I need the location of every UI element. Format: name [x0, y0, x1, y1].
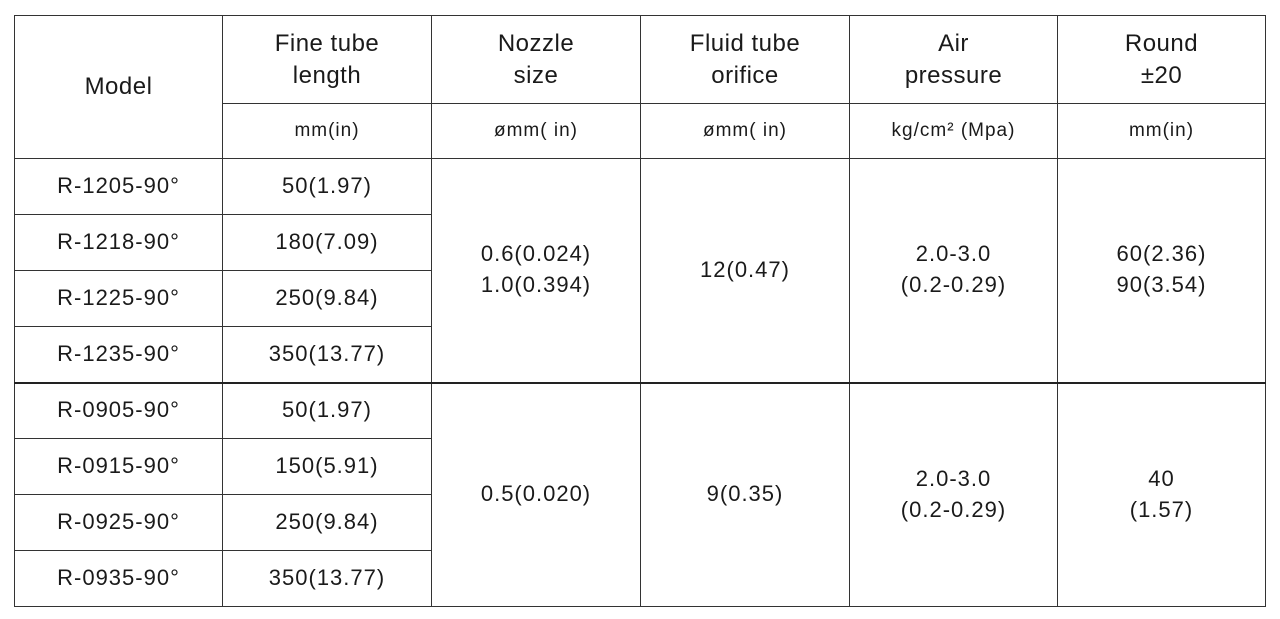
table-row: R-0915-90° 150(5.91): [14, 438, 1266, 495]
length-cell: 350(13.77): [222, 326, 432, 383]
table-row: R-1205-90° 50(1.97) 0.6(0.024) 1.0(0.394) 1…: [14, 158, 1266, 383]
model-cell: R-0935-90°: [14, 550, 223, 607]
length-cell: 350(13.77): [222, 550, 432, 607]
length-cell: 150(5.91): [222, 438, 432, 495]
round-cell: 40 (1.57): [1057, 381, 1266, 607]
header-cell: Fluid tube orifice: [640, 15, 850, 104]
nozzle-cell: 0.5(0.020): [431, 381, 641, 607]
nozzle-cell: 0.6(0.024) 1.0(0.394): [431, 158, 641, 383]
table-row: R-0905-90° 50(1.97) 0.5(0.020) 9(0.35) 2.0-3…: [14, 381, 1266, 607]
model-cell: R-1235-90°: [14, 326, 223, 383]
header-cell: Nozzle size: [431, 15, 641, 104]
model-cell: R-1225-90°: [14, 270, 223, 327]
length-cell: 250(9.84): [222, 270, 432, 327]
orifice-cell: 12(0.47): [640, 158, 850, 383]
unit-cell: ømm( in): [640, 103, 850, 159]
model-cell: R-0925-90°: [14, 494, 223, 551]
unit-cell: kg/cm² (Mpa): [849, 103, 1058, 159]
table-row: R-0935-90° 350(13.77): [14, 550, 1266, 607]
table-body: Model Fine tube length Nozzle size Fluid tu…: [14, 15, 1266, 607]
length-cell: 50(1.97): [222, 158, 432, 215]
table-row: Model Fine tube length Nozzle size Fluid tu…: [14, 15, 1266, 159]
model-cell: R-1205-90°: [14, 158, 223, 215]
length-cell: 50(1.97): [222, 381, 432, 439]
table-row: R-1218-90° 180(7.09): [14, 214, 1266, 271]
unit-cell: ømm( in): [431, 103, 641, 159]
header-cell: Round ±20: [1057, 15, 1266, 104]
pressure-cell: 2.0-3.0 (0.2-0.29): [849, 158, 1058, 383]
pressure-cell: 2.0-3.0 (0.2-0.29): [849, 381, 1058, 607]
header-cell: Fine tube length: [222, 15, 432, 104]
table-row: R-0925-90° 250(9.84): [14, 494, 1266, 551]
unit-cell: mm(in): [1057, 103, 1266, 159]
orifice-cell: 9(0.35): [640, 381, 850, 607]
model-cell: R-1218-90°: [14, 214, 223, 271]
length-cell: 180(7.09): [222, 214, 432, 271]
header-cell: Model: [14, 15, 223, 159]
spec-table: Model Fine tube length Nozzle size Fluid tu…: [14, 15, 1266, 607]
header-cell: Air pressure: [849, 15, 1058, 104]
unit-cell: mm(in): [222, 103, 432, 159]
model-cell: R-0905-90°: [14, 381, 223, 439]
round-cell: 60(2.36) 90(3.54): [1057, 158, 1266, 383]
table-row: mm(in) ømm( in) ømm( in) kg/cm² (Mpa) mm(in): [15, 103, 1266, 159]
length-cell: 250(9.84): [222, 494, 432, 551]
model-cell: R-0915-90°: [14, 438, 223, 495]
